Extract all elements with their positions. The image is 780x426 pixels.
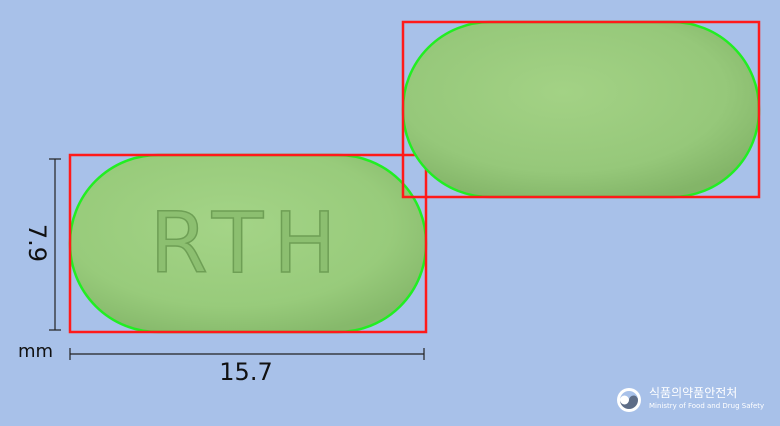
length-mm-label: 15.7	[219, 358, 273, 386]
width-dimension-line	[69, 348, 425, 360]
front-bounding-box	[68, 153, 428, 334]
tablet-imprint: RTH	[150, 194, 347, 292]
mfds-logo: 식품의약품안전처 Ministry of Food and Drug Safet…	[616, 386, 776, 416]
mfds-taeguk-icon	[617, 388, 641, 412]
unit-label: mm	[18, 341, 54, 362]
org-english-name: Ministry of Food and Drug Safety	[649, 402, 765, 410]
tablet-front: RTH	[68, 153, 428, 334]
width-mm-label: 7.9	[23, 223, 51, 263]
tablet-back-body	[401, 20, 761, 199]
tablet-back	[401, 20, 761, 199]
back-bounding-box	[401, 20, 761, 199]
height-dimension-line	[49, 158, 61, 331]
org-korean-name: 식품의약품안전처	[649, 386, 738, 400]
